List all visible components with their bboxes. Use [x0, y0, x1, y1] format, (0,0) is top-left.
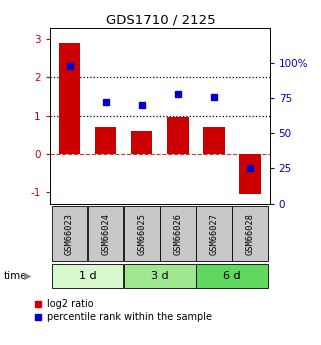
Bar — [167, 118, 188, 154]
Text: ▶: ▶ — [23, 271, 31, 281]
Text: GSM66024: GSM66024 — [101, 213, 110, 255]
Text: 6 d: 6 d — [223, 271, 241, 281]
Bar — [95, 127, 117, 154]
Bar — [160, 206, 195, 261]
Text: GDS1710 / 2125: GDS1710 / 2125 — [106, 14, 215, 27]
Bar — [124, 206, 160, 261]
Bar — [239, 154, 261, 194]
Text: GSM66023: GSM66023 — [65, 213, 74, 255]
Text: GSM66027: GSM66027 — [209, 213, 218, 255]
Text: GSM66028: GSM66028 — [245, 213, 254, 255]
Text: GSM66026: GSM66026 — [173, 213, 182, 255]
Bar — [131, 131, 152, 154]
Text: time: time — [3, 271, 27, 281]
Bar — [59, 43, 80, 154]
Bar — [88, 206, 124, 261]
Bar — [52, 206, 87, 261]
Text: 3 d: 3 d — [151, 271, 169, 281]
Bar — [232, 206, 268, 261]
Bar — [196, 206, 232, 261]
Text: GSM66025: GSM66025 — [137, 213, 146, 255]
Bar — [203, 127, 225, 154]
Text: 1 d: 1 d — [79, 271, 96, 281]
Bar — [124, 264, 195, 288]
Bar — [52, 264, 124, 288]
Bar — [196, 264, 268, 288]
Legend: log2 ratio, percentile rank within the sample: log2 ratio, percentile rank within the s… — [30, 295, 216, 326]
